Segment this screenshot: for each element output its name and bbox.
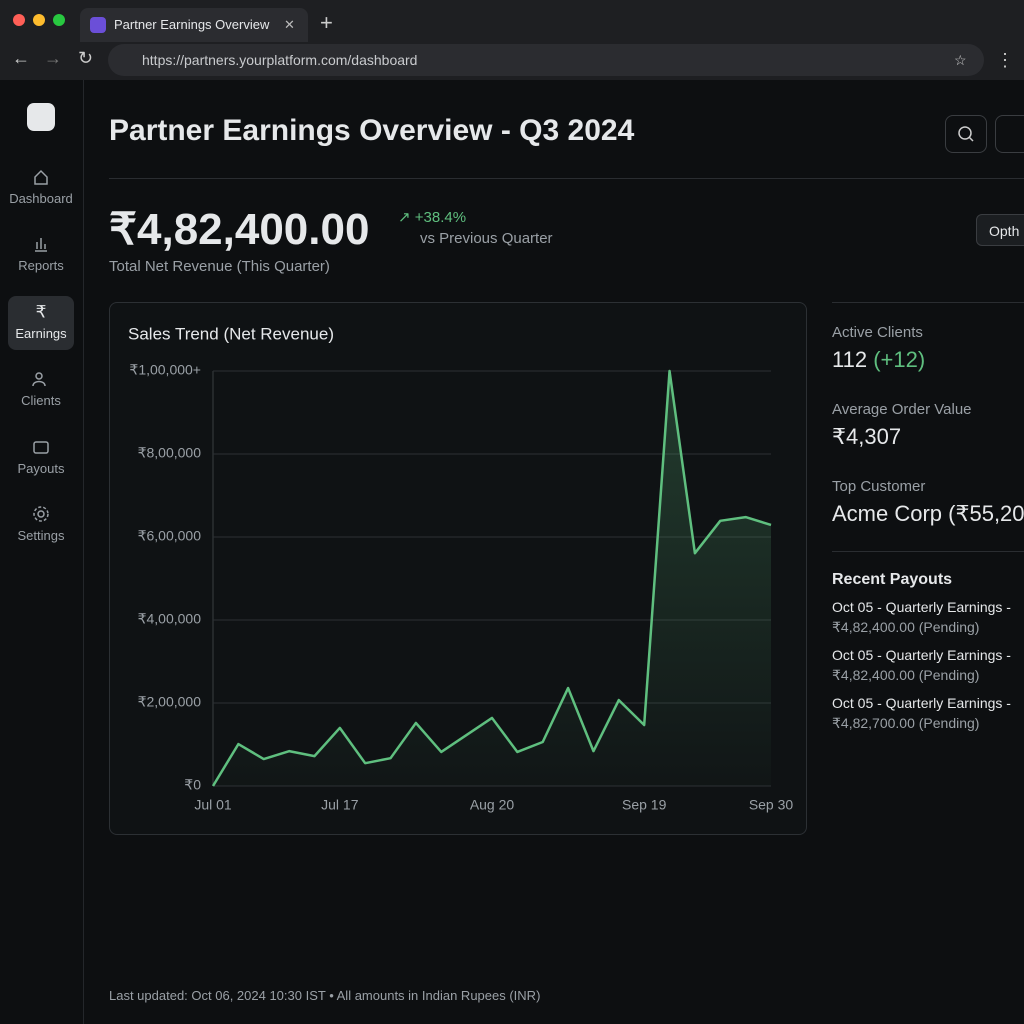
stat-value-row: 112 (+12) [832, 347, 1024, 373]
footer: Last updated: Oct 06, 2024 10:30 IST • A… [109, 988, 541, 1003]
svg-text:₹: ₹ [36, 302, 47, 321]
page-title: Partner Earnings Overview - Q3 2024 [109, 114, 635, 147]
nav-label: Reports [18, 258, 64, 274]
reload[interactable]: ↻ [78, 48, 94, 68]
browser-chrome: Partner Earnings Overview ✕ + ← → ↻ http… [0, 0, 1024, 80]
stat-value-row: ₹4,307 [832, 424, 1024, 450]
payout-title: Oct 05 - Quarterly Earnings - [832, 599, 1011, 615]
payout-amount: ₹4,82,700.00 (Pending) [832, 715, 980, 731]
logo [27, 103, 55, 131]
y-tick-label: ₹1,00,000+ [129, 362, 201, 378]
nav-item[interactable]: Settings [8, 498, 74, 552]
y-tick-label: ₹6,00,000 [138, 528, 202, 544]
nav-icon [32, 372, 46, 387]
stat-label: Active Clients [832, 324, 923, 341]
options-button[interactable]: Opth [976, 214, 1024, 246]
nav-label: Settings [17, 528, 65, 543]
kpi-change-label: vs Previous Quarter [420, 230, 553, 247]
x-tick-label: Sep 30 [749, 797, 794, 813]
tab-close[interactable]: ✕ [284, 17, 295, 32]
y-tick-label: ₹2,00,000 [138, 694, 202, 710]
stat: Top Customer Acme Corp (₹55,20 [832, 478, 1024, 555]
x-tick-label: Aug 20 [470, 797, 515, 813]
minimize-dot[interactable] [33, 14, 45, 26]
nav-label: Earnings [15, 325, 67, 341]
nav-item[interactable]: Payouts [8, 431, 74, 485]
chart-card: Sales Trend (Net Revenue) ₹0 ₹2,00,000 ₹4,… [109, 302, 807, 835]
payout-title: Oct 05 - Quarterly Earnings - [832, 695, 1011, 711]
payout: Oct 05 - Quarterly Earnings - ₹4,82,400.0… [832, 599, 1024, 647]
url-bar[interactable]: https://partners.yourplatform.com/dashbo… [108, 44, 984, 76]
stat-label: Average Order Value [832, 401, 972, 418]
kpi-label: Total Net Revenue (This Quarter) [109, 258, 330, 275]
kpi-change-value: +38.4% [414, 209, 467, 226]
x-tick-label: Sep 19 [622, 797, 667, 813]
forward[interactable]: → [44, 48, 62, 68]
nav-item[interactable]: Dashboard [8, 161, 74, 215]
payout-amount: ₹4,82,400.00 (Pending) [832, 667, 980, 683]
new-tab[interactable]: + [320, 10, 333, 35]
nav-item[interactable]: Clients [8, 363, 74, 417]
nav-icon [34, 169, 48, 185]
search-icon [958, 126, 974, 142]
tab[interactable]: Partner Earnings Overview ✕ [80, 8, 308, 42]
notifications-button[interactable] [995, 115, 1024, 153]
stat-value-row: Acme Corp (₹55,20 [832, 501, 1024, 527]
stat: Average Order Value ₹4,307 [832, 401, 1024, 478]
y-tick-label: ₹8,00,000 [138, 445, 202, 461]
favicon [90, 17, 106, 33]
nav-item[interactable]: Reports [8, 228, 74, 282]
nav-label: Dashboard [9, 191, 73, 206]
divider [832, 302, 1024, 303]
payout-title: Oct 05 - Quarterly Earnings - [832, 647, 1011, 663]
payout: Oct 05 - Quarterly Earnings - ₹4,82,700.0… [832, 695, 1024, 743]
stat-value: Acme Corp (₹55,20 [832, 501, 1024, 526]
bookmark[interactable]: ☆ [954, 52, 967, 68]
y-tick-label: ₹0 [184, 777, 201, 793]
tab-title: Partner Earnings Overview [114, 17, 270, 32]
x-tick-label: Jul 17 [321, 797, 359, 813]
nav-label: Payouts [17, 460, 65, 476]
x-tick-label: Jul 01 [194, 797, 232, 813]
nav-icon: ₹ [36, 302, 47, 321]
line [211, 369, 772, 787]
kpi-change: ↗ +38.4% [398, 209, 467, 226]
stat-value: 112 [832, 347, 868, 372]
divider [109, 178, 1024, 179]
chart: Sales Trend (Net Revenue) ₹0 ₹2,00,000 ₹4,… [128, 324, 794, 813]
divider [832, 551, 1024, 552]
nav-icon [33, 506, 49, 522]
menu[interactable]: ⋮ [996, 50, 1014, 70]
payouts-list: Oct 05 - Quarterly Earnings - ₹4,82,400.0… [832, 599, 1024, 743]
stat: Active Clients 112 (+12) [832, 324, 1024, 401]
payout: Oct 05 - Quarterly Earnings - ₹4,82,400.0… [832, 647, 1024, 695]
stat-label: Top Customer [832, 478, 926, 495]
payouts-title: Recent Payouts [832, 571, 953, 588]
stat-delta: (+12) [873, 347, 926, 372]
nav-label: Clients [21, 393, 61, 409]
payout-amount: ₹4,82,400.00 (Pending) [832, 619, 980, 635]
chart-title: Sales Trend (Net Revenue) [128, 324, 334, 343]
close-dot[interactable] [13, 14, 25, 26]
maximize-dot[interactable] [53, 14, 65, 26]
search-button[interactable] [945, 115, 987, 153]
back[interactable]: ← [12, 48, 30, 68]
y-tick-label: ₹4,00,000 [138, 611, 202, 627]
nav-item[interactable]: ₹ Earnings [8, 295, 74, 350]
sidebar: Dashboard Reports ₹ Earnings Clients Payouts S… [0, 80, 84, 1024]
stat-value: ₹4,307 [832, 424, 902, 449]
nav-icon [33, 440, 49, 454]
area-fill [213, 371, 771, 786]
kpi-value: ₹4,82,400.00 [109, 205, 370, 254]
url: https://partners.yourplatform.com/dashbo… [142, 52, 418, 68]
stats: Active Clients 112 (+12) Average Order Val… [832, 324, 1024, 555]
nav-icon [35, 238, 47, 253]
